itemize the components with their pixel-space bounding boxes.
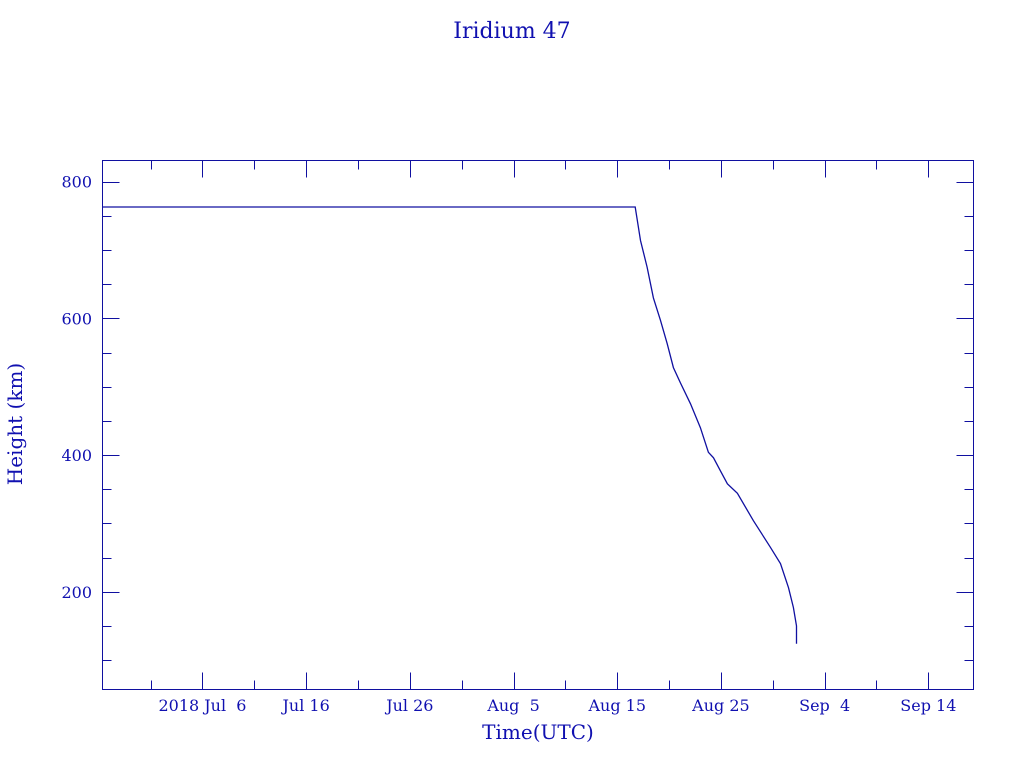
x-tick-label: Jul 16 [281,696,330,715]
x-axis-label: Time(UTC) [482,720,594,744]
tick-labels: 2018 Jul 6 Jul 16 Jul 26 Aug 5 Aug 15 Aug 25 S… [61,173,956,715]
x-tick-label: 2018 Jul 6 [158,696,246,715]
x-tick-label: Aug 5 [486,696,539,715]
axis-ticks [102,160,974,690]
y-tick-label: 400 [61,446,92,465]
y-tick-label: 800 [61,173,92,192]
chart-title: Iridium 47 [453,19,570,44]
plot-frame [102,160,974,690]
series-line [102,206,798,644]
x-tick-label: Aug 25 [691,696,750,715]
x-tick-label: Sep 14 [900,696,956,715]
y-axis-label: Height (km) [3,363,27,485]
x-tick-label: Sep 4 [799,696,850,715]
x-tick-label: Jul 26 [384,696,433,715]
x-tick-label: Aug 15 [587,696,646,715]
y-tick-label: 200 [61,583,92,602]
y-tick-label: 600 [61,309,92,328]
